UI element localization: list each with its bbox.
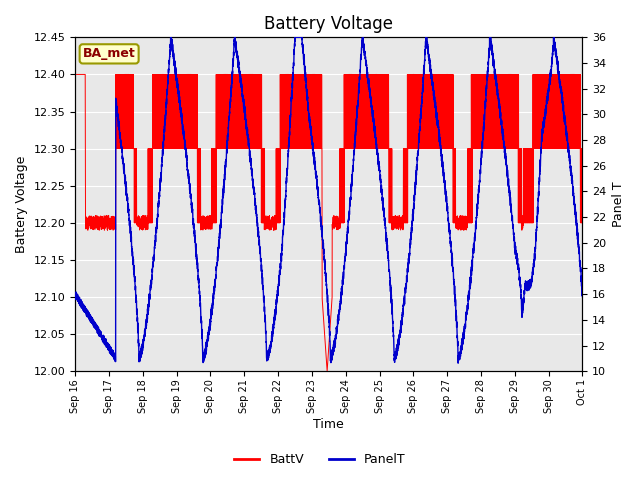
Legend: BattV, PanelT: BattV, PanelT xyxy=(229,448,411,471)
Y-axis label: Panel T: Panel T xyxy=(612,181,625,227)
Text: BA_met: BA_met xyxy=(83,48,136,60)
X-axis label: Time: Time xyxy=(314,419,344,432)
Y-axis label: Battery Voltage: Battery Voltage xyxy=(15,156,28,253)
Title: Battery Voltage: Battery Voltage xyxy=(264,15,394,33)
